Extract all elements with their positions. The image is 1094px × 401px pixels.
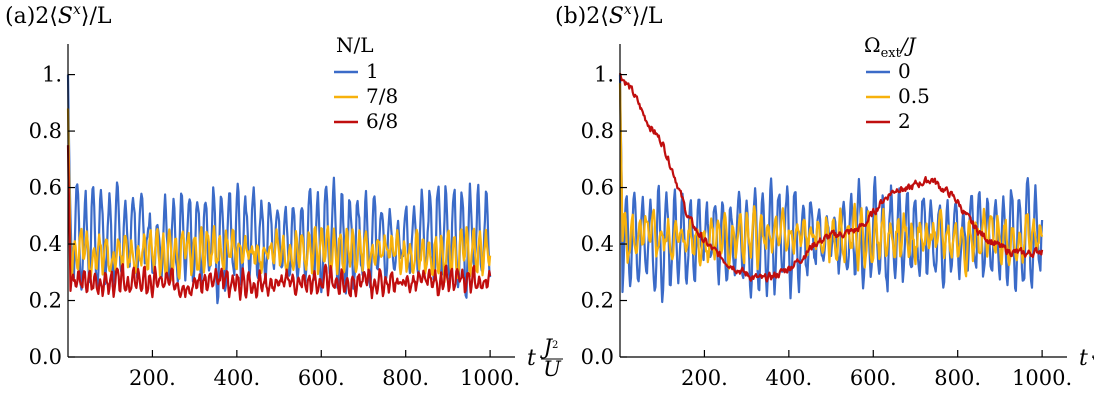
legend-title: N/L: [336, 33, 374, 57]
y-tick-label: 1.: [594, 63, 614, 87]
legend-label-1: 0: [898, 59, 911, 83]
y-tick-label: 1.: [42, 63, 62, 87]
x-axis-label-denominator: U: [543, 357, 562, 381]
legend-label-2: 0.5: [898, 84, 930, 108]
y-tick-label: 0.0: [581, 345, 614, 369]
x-tick-label: 800.: [934, 366, 981, 390]
x-tick-label: 1000.: [460, 366, 520, 390]
series-line-3: [618, 72, 1044, 283]
x-axis-label-numerator: J2: [540, 335, 559, 359]
legend-label-3: 2: [898, 109, 911, 133]
y-tick-label: 0.0: [29, 345, 62, 369]
panel-b: 0.0 0.2 0.4 0.6 0.8 1. 200. 400. 600. 800. 1000. (b…: [555, 2, 1094, 390]
x-tick-label: 1000.: [1012, 366, 1072, 390]
y-tick-label: 0.8: [581, 119, 614, 143]
series-line-3: [66, 145, 492, 301]
x-tick-label: 400.: [765, 366, 812, 390]
x-tick-label: 600.: [298, 366, 345, 390]
panel-title: (a)2⟨Sx⟩/L: [5, 2, 112, 29]
x-tick-label: 600.: [850, 366, 897, 390]
y-tick-label: 0.4: [29, 232, 62, 256]
x-tick-label: 800.: [382, 366, 429, 390]
x-tick-label: 200.: [129, 366, 176, 390]
x-axis-label-t: t: [527, 346, 536, 371]
x-tick-label: 200.: [681, 366, 728, 390]
series-line-2: [66, 108, 492, 284]
legend-label-2: 7/8: [366, 84, 398, 108]
y-tick-label: 0.6: [29, 176, 62, 200]
x-tick-label: 400.: [213, 366, 260, 390]
y-tick-label: 0.2: [581, 289, 614, 313]
legend-title: Ωext/J: [864, 33, 917, 61]
y-tick-label: 0.2: [29, 289, 62, 313]
y-tick-label: 0.8: [29, 119, 62, 143]
x-axis-label-t: t: [1079, 346, 1088, 371]
legend-label-3: 6/8: [366, 109, 398, 133]
series-line-2: [618, 83, 1044, 278]
y-tick-label: 0.4: [581, 232, 614, 256]
panel-title: (b)2⟨Sx⟩/L: [555, 2, 663, 29]
y-tick-label: 0.6: [581, 176, 614, 200]
series-line-1: [618, 74, 1044, 304]
legend-label-1: 1: [366, 59, 379, 83]
panel-a: 0.0 0.2 0.4 0.6 0.8 1. 200. 400. 600. 800. 1000. (a…: [5, 2, 563, 390]
